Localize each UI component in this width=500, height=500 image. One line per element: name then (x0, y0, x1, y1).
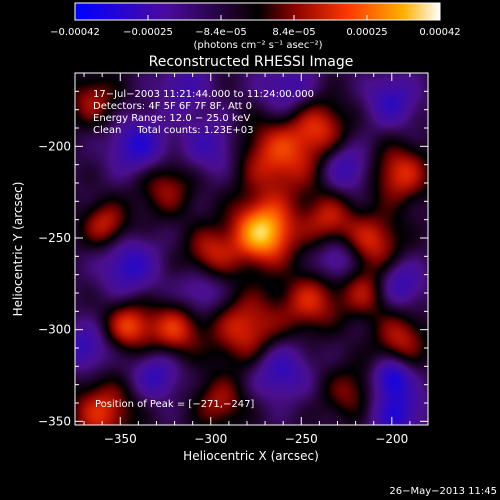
x-tick-label: −250 (285, 432, 318, 446)
annotation-block: 17−Jul−2003 11:21:44.000 to 11:24:00.000… (93, 89, 314, 136)
x-tick-label: −350 (104, 432, 137, 446)
y-tick-label: −300 (38, 323, 71, 337)
y-tick-label: −200 (38, 139, 71, 153)
footer-timestamp: 26−May−2013 11:45 (389, 486, 497, 497)
colorbar-tick-label: 8.4e−05 (272, 27, 315, 38)
annotation-detectors: Detectors: 4F 5F 6F 7F 8F, Att 0 (93, 101, 252, 112)
axis-ticks (75, 72, 429, 425)
colorbar-unit-label: (photons cm⁻² s⁻¹ asec⁻²) (193, 40, 322, 51)
y-tick-labels: −350 −300 −250 −200 (38, 139, 71, 428)
colorbar-tick-label: −0.00042 (50, 27, 100, 38)
x-axis-label: Heliocentric X (arcsec) (183, 449, 319, 463)
chart-title: Reconstructed RHESSI Image (149, 54, 354, 70)
heatmap-image (75, 73, 428, 425)
x-tick-label: −300 (194, 432, 227, 446)
y-tick-label: −350 (38, 414, 71, 428)
colorbar-tick-label: −8.4e−05 (195, 27, 247, 38)
annotation-time: 17−Jul−2003 11:21:44.000 to 11:24:00.000 (93, 89, 314, 100)
y-tick-label: −250 (38, 231, 71, 245)
plot-frame (74, 72, 429, 426)
colorbar-tick-label: 0.00042 (419, 27, 460, 38)
y-axis-label: Heliocentric Y (arcsec) (11, 182, 25, 317)
colorbar: −0.00042 −0.00025 −8.4e−05 8.4e−05 0.00025 0.… (50, 2, 461, 51)
x-tick-labels: −350 −300 −250 −200 (104, 432, 409, 446)
annotation-energy: Energy Range: 12.0 − 25.0 keV (93, 113, 250, 124)
peak-position-label: Position of Peak = [−271,−247] (95, 399, 254, 410)
colorbar-gradient (74, 2, 441, 21)
colorbar-tick-label: −0.00025 (123, 27, 173, 38)
image-panel (74, 72, 429, 426)
colorbar-tick-label: 0.00025 (346, 27, 387, 38)
x-tick-label: −200 (375, 432, 408, 446)
annotation-counts: Clean Total counts: 1.23E+03 (93, 125, 253, 136)
colorbar-tick-labels: −0.00042 −0.00025 −8.4e−05 8.4e−05 0.00025 0.… (50, 27, 461, 38)
colorbar-ticks (74, 15, 441, 20)
